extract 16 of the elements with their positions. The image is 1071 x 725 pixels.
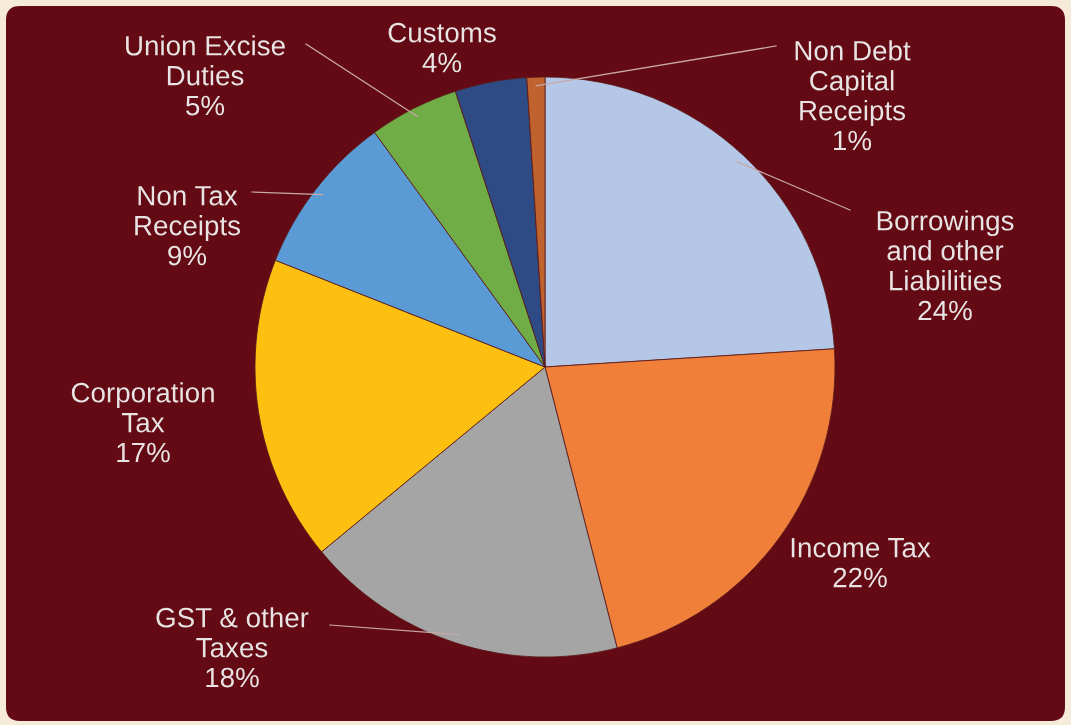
data-label: 18%	[206, 667, 259, 688]
data-label: 24%	[918, 300, 972, 321]
slice-label: Non Debt Capital Receipts	[795, 40, 911, 126]
data-label: 4%	[422, 52, 462, 73]
slice-label: Borrowings and other Liabilities	[877, 210, 1014, 291]
data-label: 1%	[834, 130, 872, 151]
slice-label: Union Excise Duties	[126, 35, 285, 86]
slice-label: Income Tax	[791, 538, 931, 558]
data-label: 5%	[186, 95, 225, 116]
slice-label: Corporation Tax	[71, 382, 214, 433]
data-label: 9%	[168, 245, 207, 266]
data-label: 17%	[117, 442, 170, 463]
slice-label: Non Tax Receipts	[135, 186, 241, 241]
data-label: 22%	[833, 567, 887, 588]
slice-label: Customs	[388, 22, 496, 43]
slice-label: GST & other Taxes	[156, 607, 309, 658]
